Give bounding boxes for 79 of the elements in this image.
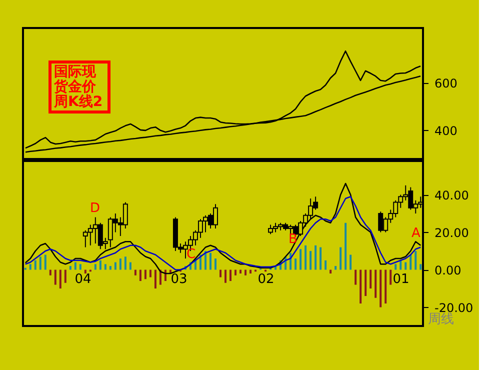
bar bbox=[310, 251, 312, 270]
bar bbox=[390, 270, 392, 285]
bar bbox=[220, 270, 222, 278]
bar bbox=[364, 270, 367, 296]
bar bbox=[34, 260, 36, 270]
annotation: C bbox=[186, 247, 196, 262]
bar bbox=[414, 251, 417, 270]
y-tick-label: 0.00 bbox=[434, 263, 462, 278]
bar bbox=[230, 270, 232, 281]
bar bbox=[54, 270, 56, 285]
bar bbox=[64, 270, 66, 283]
bar bbox=[74, 262, 76, 270]
bar bbox=[330, 270, 332, 274]
annotation: 01 bbox=[392, 272, 410, 287]
y-tick-label: 600 bbox=[434, 76, 458, 90]
bar bbox=[410, 254, 412, 270]
bar bbox=[204, 251, 206, 270]
bar bbox=[360, 270, 362, 304]
bar bbox=[420, 264, 422, 270]
bar bbox=[354, 270, 357, 285]
bar bbox=[84, 270, 86, 274]
bar bbox=[300, 249, 302, 270]
text: 国际现货金价周K线2 bbox=[53, 64, 103, 110]
bar bbox=[154, 270, 156, 288]
bar bbox=[304, 245, 307, 270]
annotation: D bbox=[90, 201, 100, 216]
y-tick-label: 20.00 bbox=[434, 226, 469, 240]
bar bbox=[404, 262, 407, 270]
bar bbox=[244, 270, 247, 276]
y-tick-label: 40.00 bbox=[434, 188, 469, 202]
bar bbox=[39, 256, 42, 270]
bar bbox=[320, 247, 322, 270]
bar bbox=[79, 264, 82, 270]
bar bbox=[29, 264, 32, 270]
bar bbox=[394, 264, 397, 270]
bar bbox=[44, 254, 46, 270]
bar bbox=[380, 270, 382, 308]
bar bbox=[324, 260, 327, 270]
bar bbox=[69, 266, 72, 270]
bar bbox=[374, 270, 377, 298]
bar bbox=[139, 270, 142, 281]
bar bbox=[119, 258, 122, 270]
bar bbox=[224, 270, 226, 283]
bar bbox=[370, 270, 372, 288]
bar bbox=[334, 266, 337, 270]
line-series bbox=[24, 50, 422, 149]
bar bbox=[94, 264, 96, 270]
bar bbox=[209, 252, 212, 270]
bar bbox=[400, 260, 402, 270]
bar bbox=[214, 258, 216, 270]
line-series bbox=[24, 182, 422, 274]
bar bbox=[99, 260, 102, 270]
bar bbox=[314, 245, 317, 270]
annotation: B bbox=[288, 232, 298, 247]
bar bbox=[144, 270, 146, 280]
annotation: 04 bbox=[74, 272, 92, 287]
bar bbox=[234, 270, 237, 276]
bar bbox=[129, 262, 132, 270]
y-tick-label: 400 bbox=[434, 124, 458, 138]
bar bbox=[240, 270, 242, 274]
bar bbox=[114, 262, 116, 270]
bar bbox=[340, 247, 342, 270]
bar bbox=[104, 264, 106, 270]
annotation: A bbox=[412, 226, 421, 241]
bar bbox=[250, 270, 252, 274]
line-series bbox=[24, 196, 422, 270]
bar bbox=[294, 258, 297, 270]
bar bbox=[350, 254, 352, 270]
bar bbox=[134, 270, 136, 276]
bar bbox=[109, 266, 112, 270]
text: 周线 bbox=[428, 312, 454, 327]
bar bbox=[384, 270, 387, 304]
bar bbox=[59, 270, 62, 288]
bar bbox=[49, 270, 52, 276]
bar bbox=[124, 256, 126, 270]
annotation: 02 bbox=[258, 272, 274, 287]
annotation: 03 bbox=[170, 272, 188, 287]
bar bbox=[344, 222, 347, 270]
bar bbox=[149, 270, 152, 278]
